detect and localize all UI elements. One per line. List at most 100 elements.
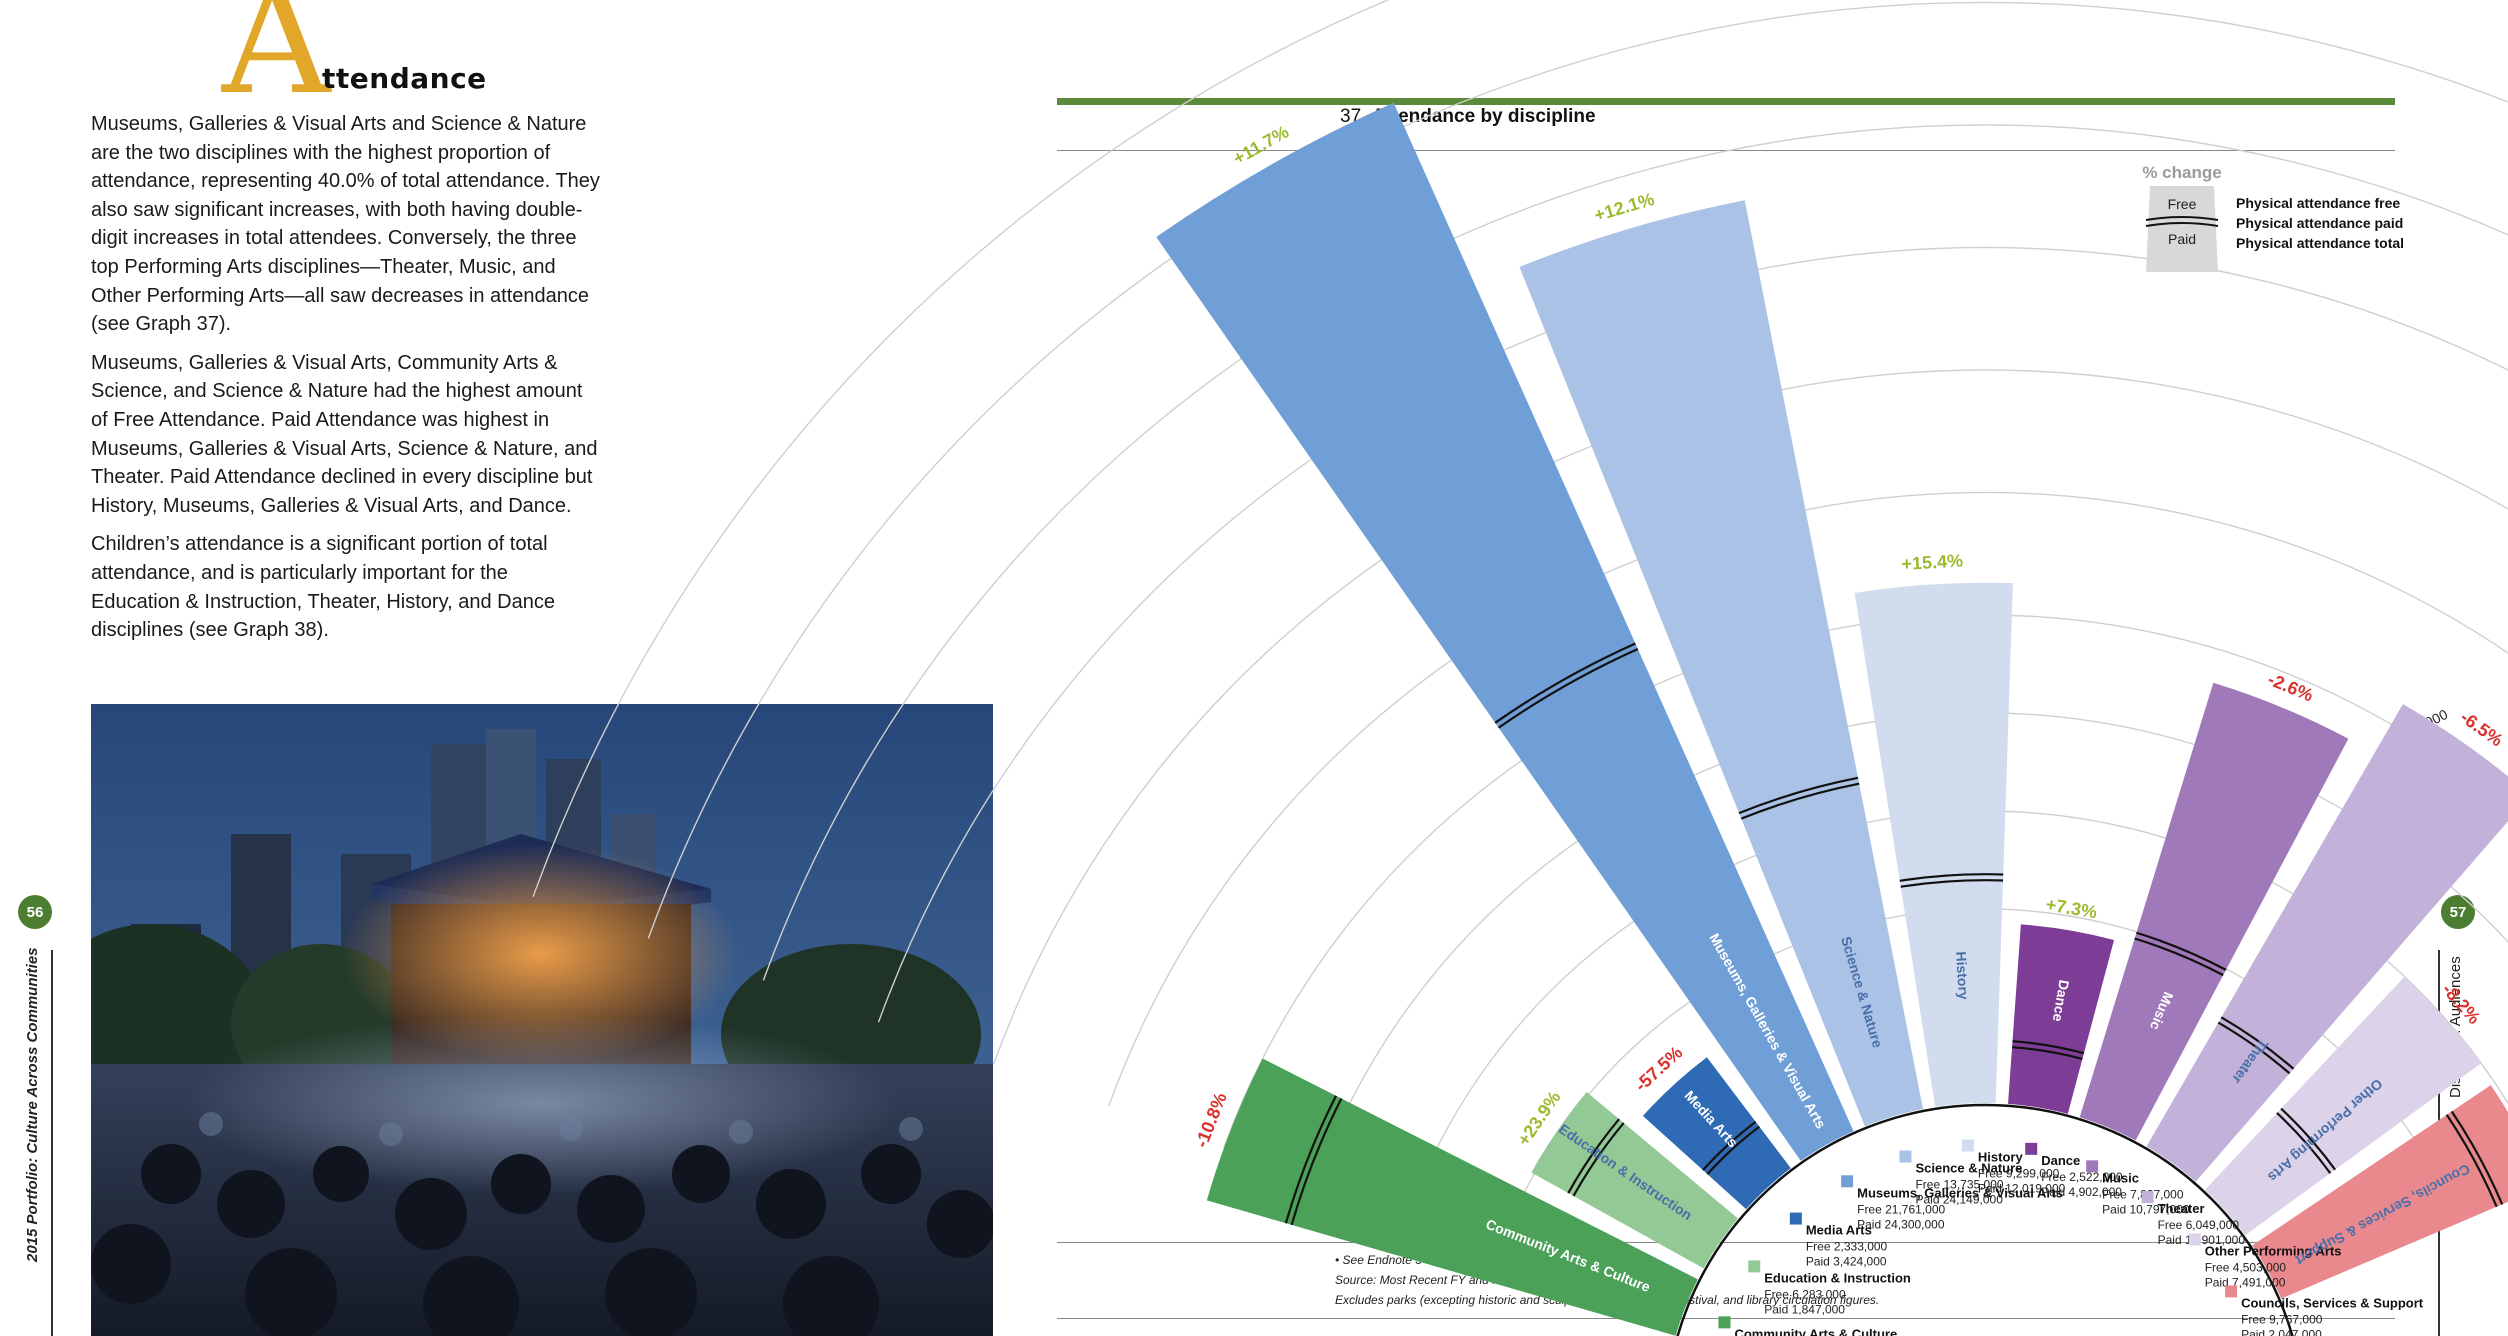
key-swatch [1748,1260,1761,1273]
free-paid-divider [1740,782,1860,820]
legend-swatch [2146,186,2218,272]
free-paid-divider [1738,776,1859,815]
legend-paid: Paid [2168,231,2196,247]
key-name: Music [2102,1170,2139,1185]
bar [2205,976,2481,1236]
page-number: 56 [26,903,44,921]
key-name: Science & Nature [1915,1161,2022,1176]
key-paid: Paid 10,797,000 [2102,1202,2190,1216]
free-paid-divider [1572,1122,1625,1197]
free-paid-divider [2450,1110,2504,1205]
free-paid-divider [2445,1114,2498,1208]
free-paid-divider [2280,1107,2337,1171]
free-paid-divider [2217,1021,2291,1075]
page-title: ttendance [322,62,487,95]
scale-ring [647,1,2508,939]
free-paid-divider [2134,937,2224,977]
legend-title: % change [2142,163,2221,182]
key-name: Councils, Services & Support [2241,1295,2424,1310]
scale-ring [762,124,2508,981]
legend-free-line: Physical attendance free [2236,195,2400,211]
free-paid-divider [2276,1112,2332,1174]
free-paid-divider [1702,1120,1757,1171]
bar [1642,1057,1791,1210]
legend-line [2145,216,2219,221]
key-swatch [1961,1139,1974,1152]
top-rule [1057,98,2395,105]
free-paid-divider [2012,1046,2083,1061]
divider [1057,1242,2395,1243]
key-free: Free 6,283,000 [1764,1287,1846,1301]
discipline-key: Councils, Services & Support Free 9,767,0… [2225,1285,2424,1336]
free-paid-divider [1497,647,1639,729]
key-free: Free 2,333,000 [1806,1240,1888,1254]
key-paid: Paid 14,901,000 [2158,1233,2246,1247]
key-name: Museums, Galleries & Visual Arts [1857,1185,2063,1200]
scale-ring [532,0,1390,897]
key-paid: Paid 2,047,000 [2241,1327,2322,1336]
key-name: History [1978,1150,2024,1165]
key-swatch [1718,1316,1731,1329]
paragraph: Children’s attendance is a significant p… [91,533,555,642]
key-swatch [1899,1150,1912,1163]
key-name: Education & Instruction [1764,1270,1911,1285]
discipline-key: Museums, Galleries & Visual Arts Free 21,… [1841,1175,2063,1231]
key-swatch [2025,1142,2038,1155]
bar [1531,1091,1738,1269]
pct-change-label: +12.1% [1592,189,1657,226]
figure-title-text: Attendance by discipline [1371,106,1596,127]
free-paid-divider [1899,873,2004,882]
pct-change-label: -10.8% [1191,1090,1231,1150]
key-paid: Paid 4,902,000 [2041,1185,2122,1199]
key-free: Free 2,522,000 [2041,1170,2123,1184]
concert-photo [91,704,993,1336]
key-swatch [2188,1233,2201,1246]
bar [2146,704,2508,1182]
legend-total-line: Physical attendance total [2236,235,2404,251]
free-paid-divider [1494,642,1636,724]
key-paid: Paid 1,847,000 [1764,1302,1845,1316]
body-text: Museums, Galleries & Visual Arts and Sci… [91,110,601,655]
bar [1854,582,2013,1107]
free-paid-divider [1290,1097,1343,1226]
free-paid-divider [1284,1095,1338,1224]
paragraph: Museums, Galleries & Visual Arts, Commun… [91,351,598,517]
drop-cap: A [222,0,331,128]
bar [1206,1058,1698,1336]
scale-ring [992,369,2508,1065]
bar-name: Dance [2050,979,2073,1023]
legend: % change Free Paid Physical attendance f… [2142,163,2404,272]
key-paid: Paid 7,491,000 [2205,1275,2286,1289]
key-swatch [2141,1191,2154,1204]
scale-ring [877,246,2508,1023]
key-swatch [1789,1212,1802,1225]
discipline-key: Community Arts & CultureFree 16,517,000P… [1718,1316,1897,1336]
key-free: Free 9,767,000 [2241,1312,2323,1326]
page-number: 57 [2449,903,2467,921]
key-swatch [2086,1160,2099,1173]
key-free: Free 9,299,000 [1978,1167,2060,1181]
margin-rule [51,950,53,1336]
baseline-arc [1676,1103,2294,1336]
bar [1156,102,1854,1161]
key-free: Free 13,735,000 [1915,1178,2003,1192]
page-number-badge: 56 [18,895,52,929]
legend-line [2145,222,2219,227]
key-name: Media Arts [1806,1223,1872,1238]
free-paid-divider [1706,1125,1760,1175]
key-paid: Paid 24,300,000 [1857,1217,1945,1231]
bar [2252,1085,2508,1299]
key-swatch [2225,1285,2238,1298]
bar-name: History [1953,951,1972,1000]
key-name: Other Performing Arts [2205,1243,2342,1258]
bar [2079,682,2349,1141]
discipline-key: Other Performing Arts Free 4,503,000Paid … [2188,1233,2342,1289]
free-paid-divider [2220,1016,2295,1070]
bar [2008,924,2115,1114]
